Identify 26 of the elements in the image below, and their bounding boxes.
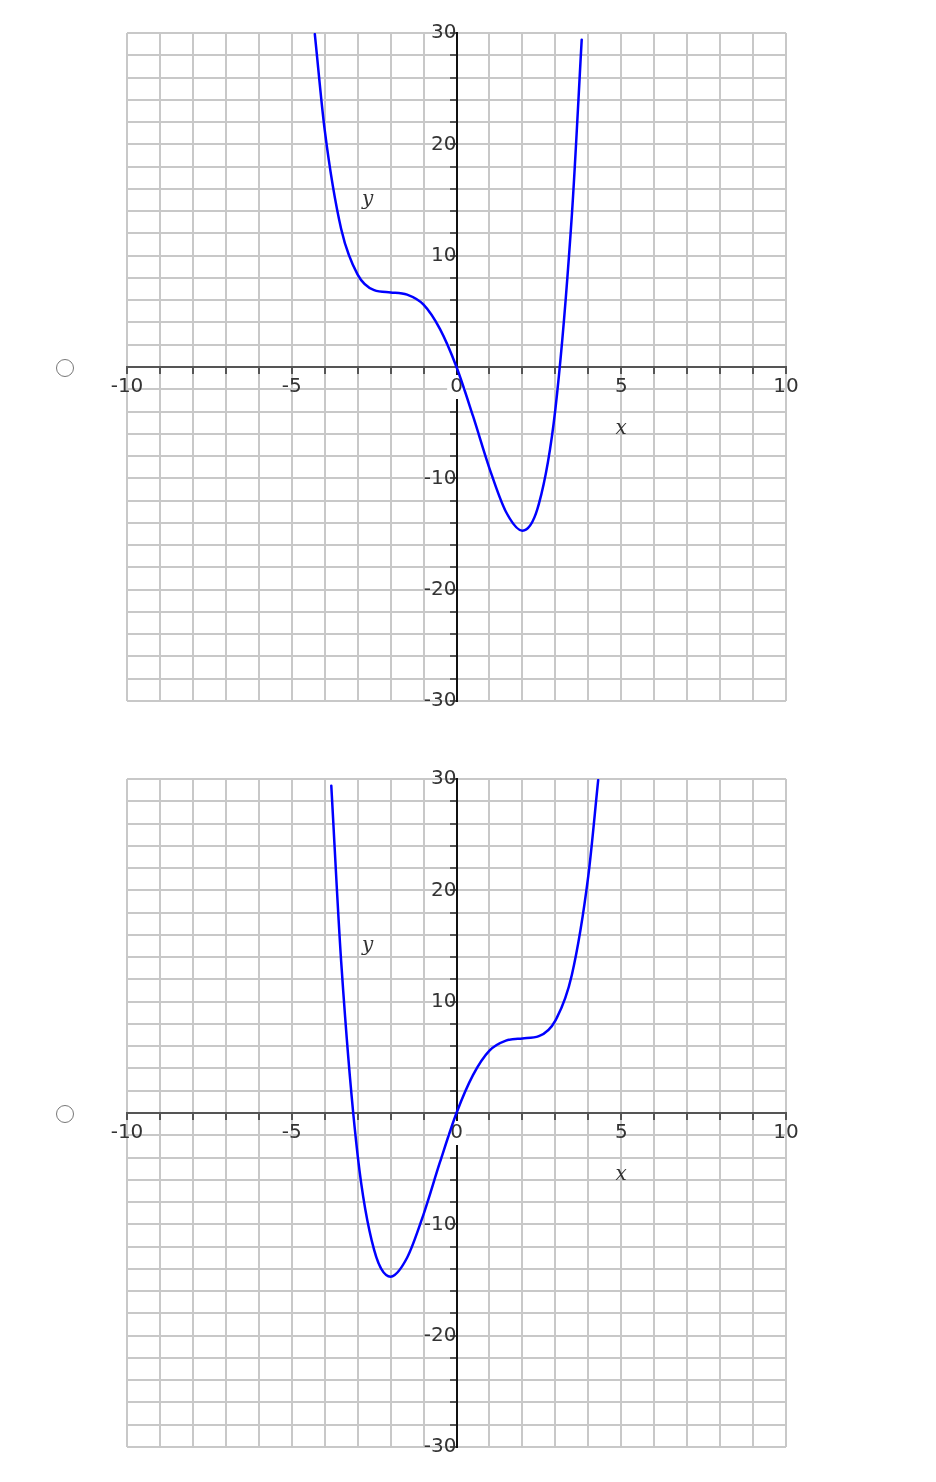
y-tick-label: -10: [423, 464, 457, 489]
x-axis-title: x: [615, 415, 627, 440]
y-tick-label: 10: [431, 987, 457, 1012]
y-tick-label: 30: [431, 765, 457, 790]
x-tick-label: 10: [773, 373, 799, 398]
x-tick-label: 5: [614, 373, 628, 398]
x-tick-label: 5: [614, 1119, 628, 1144]
y-tick-label: 20: [431, 876, 457, 901]
y-axis-title: y: [360, 186, 374, 211]
y-axis-title: y: [360, 932, 374, 957]
y-tick-label: -20: [423, 575, 457, 600]
y-tick-label: 10: [431, 241, 457, 266]
y-tick-label: 30: [431, 19, 457, 44]
x-tick-label: -5: [281, 1119, 302, 1144]
x-tick-label: -10: [110, 1119, 144, 1144]
y-tick-label: -30: [423, 1433, 457, 1458]
y-tick-label: 20: [431, 130, 457, 155]
x-tick-label: -5: [281, 373, 302, 398]
x-tick-label: 0: [450, 373, 463, 398]
x-axis-title: x: [615, 1161, 627, 1186]
y-tick-label: -10: [423, 1210, 457, 1235]
y-tick-label: -30: [423, 687, 457, 712]
x-tick-label: 10: [773, 1119, 799, 1144]
x-tick-label: 0: [450, 1119, 463, 1144]
y-tick-label: -20: [423, 1321, 457, 1346]
x-tick-label: -10: [110, 373, 144, 398]
